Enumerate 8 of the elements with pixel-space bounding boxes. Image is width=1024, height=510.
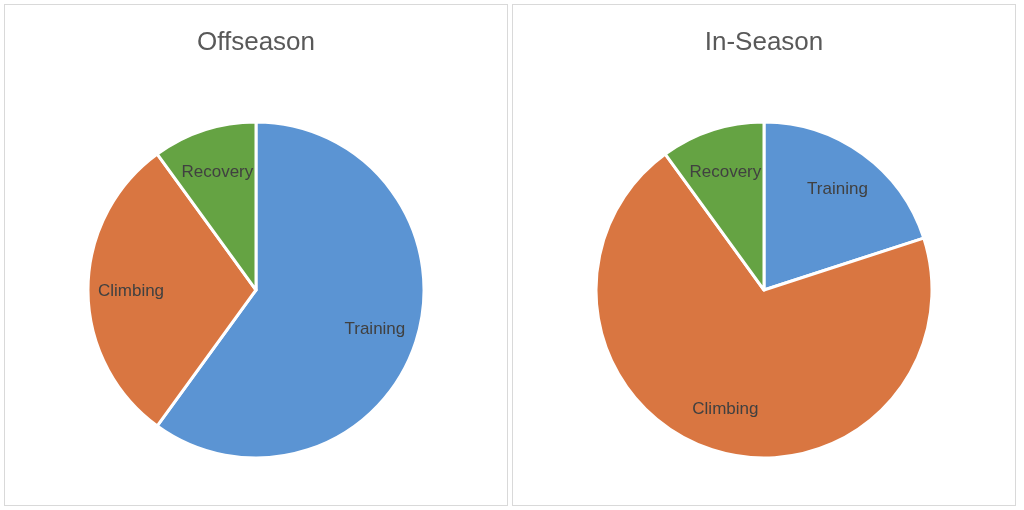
chart-title: Offseason xyxy=(196,26,316,56)
slice-label: Climbing xyxy=(97,280,165,300)
slice-label: Climbing xyxy=(692,399,759,419)
slice-label: Training xyxy=(807,179,868,199)
chart-title: In-Season xyxy=(704,26,824,56)
slice-label: Training xyxy=(344,319,406,339)
slice-label: Recovery xyxy=(689,161,762,181)
slice-label: Recovery xyxy=(181,161,254,181)
